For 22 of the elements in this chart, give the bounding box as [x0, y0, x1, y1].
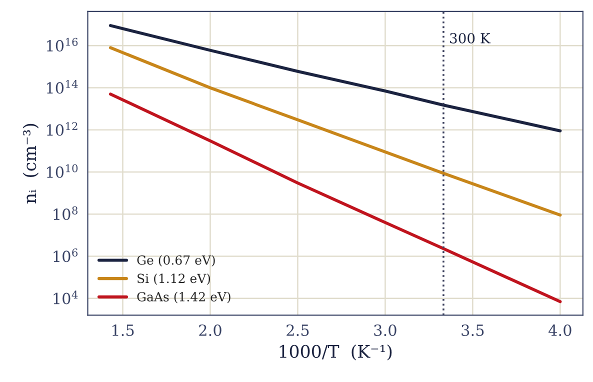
y-tick-label: 10$^{12}$ [46, 122, 78, 136]
y-tick-label: 10$^{10}$ [46, 164, 78, 178]
line-series [108, 46, 562, 217]
line-series [108, 92, 562, 304]
x-tick-label: 2.5 [286, 324, 309, 336]
x-tick-label: 1.5 [112, 324, 134, 336]
ref-line-label: 300 K [450, 32, 491, 44]
y-axis-title: nᵢ (cm⁻³) [22, 124, 39, 204]
y-tick-label: 10$^{4}$ [54, 290, 78, 304]
x-tick-label: 3.5 [462, 324, 484, 336]
legend-label: GaAs (1.42 eV) [137, 292, 230, 304]
legend-label: Si (1.12 eV) [138, 273, 210, 285]
x-tick-label: 3.0 [374, 324, 396, 336]
line-series [108, 24, 562, 132]
x-axis-title: 1000/T (K⁻¹) [280, 344, 392, 360]
y-tick-label: 10$^{16}$ [46, 38, 78, 52]
x-tick-label: 2.0 [199, 324, 222, 336]
legend-label: Ge (0.67 eV) [137, 255, 215, 267]
y-tick-label: 10$^{6}$ [54, 248, 78, 262]
y-tick-label: 10$^{8}$ [54, 206, 78, 220]
y-tick-label: 10$^{14}$ [46, 80, 78, 94]
x-tick-label: 4.0 [548, 324, 572, 336]
